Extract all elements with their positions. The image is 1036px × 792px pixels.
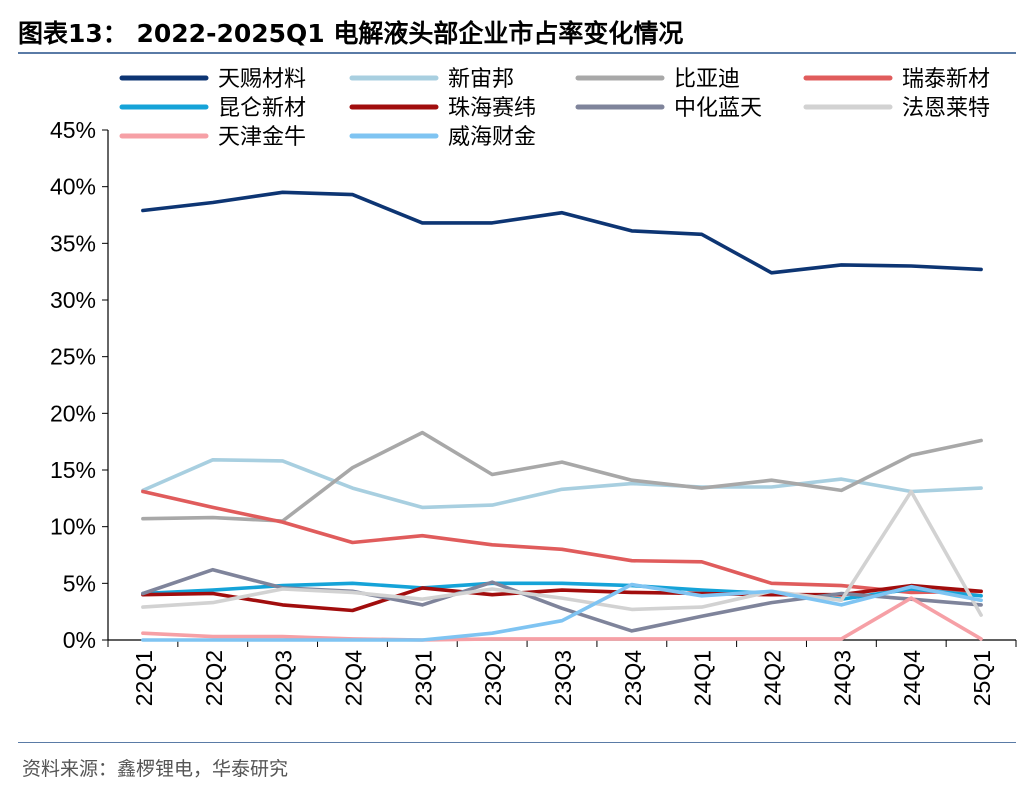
y-tick-label: 45%: [50, 117, 96, 143]
x-tick-label: 22Q2: [201, 650, 227, 706]
y-tick-label: 30%: [50, 287, 96, 313]
series-line: [141, 582, 983, 642]
series-line: [141, 190, 983, 275]
bottom-divider: [18, 742, 1016, 743]
x-tick-label: 25Q1: [969, 650, 995, 706]
x-tick-label: 23Q1: [410, 650, 436, 706]
x-tick-label: 23Q2: [480, 650, 506, 706]
y-tick-label: 15%: [50, 457, 96, 483]
legend-label: 新宙邦: [448, 67, 514, 92]
y-tick-label: 40%: [50, 174, 96, 200]
legend-label: 法恩莱特: [902, 96, 990, 121]
x-tick-label: 22Q4: [340, 650, 366, 706]
x-tick-label: 23Q3: [550, 650, 576, 706]
line-chart: 0% 5% 10% 15% 20% 25% 30% 35% 40% 45% 22Q1 22Q2 22Q3…: [50, 67, 1017, 706]
legend-label: 天赐材料: [218, 67, 306, 92]
x-tick-label: 24Q4: [899, 650, 925, 706]
legend-label: 中化蓝天: [674, 96, 762, 121]
y-tick-label: 35%: [50, 230, 96, 256]
x-tick-label: 22Q1: [131, 650, 157, 706]
legend-label: 天津金牛: [218, 125, 306, 150]
series-line: [141, 430, 983, 523]
x-tick-label: 24Q2: [760, 650, 786, 706]
source-note: 资料来源：鑫椤锂电，华泰研究: [22, 758, 289, 780]
series-line: [141, 457, 983, 510]
series-line: [141, 596, 983, 642]
page-title: 图表13： 2022-2025Q1 电解液头部企业市占率变化情况: [18, 19, 684, 48]
y-tick-label: 0%: [63, 627, 96, 653]
legend-label: 昆仑新材: [218, 96, 306, 121]
title-divider: [18, 52, 1016, 54]
y-tick-label: 10%: [50, 514, 96, 540]
x-tick-label: 22Q3: [271, 650, 297, 706]
y-tick-label: 20%: [50, 400, 96, 426]
legend-label: 瑞泰新材: [902, 67, 990, 92]
legend-label: 比亚迪: [674, 67, 740, 92]
legend-label: 威海财金: [448, 125, 536, 150]
x-tick-label: 24Q1: [690, 650, 716, 706]
y-tick-label: 25%: [50, 344, 96, 370]
series-line: [141, 489, 983, 595]
y-tick-label: 5%: [63, 570, 96, 596]
x-tick-label: 24Q3: [829, 650, 855, 706]
x-tick-label: 23Q4: [620, 650, 646, 706]
series-line: [141, 489, 983, 617]
legend-label: 珠海赛纬: [448, 96, 536, 121]
